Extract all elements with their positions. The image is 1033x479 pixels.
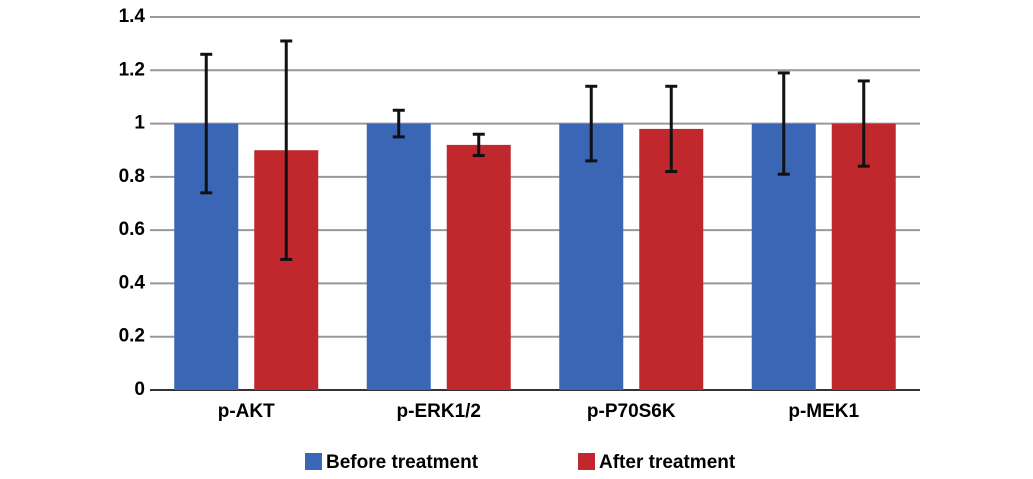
x-tick-label: p-MEK1 xyxy=(788,401,859,422)
error-bar xyxy=(472,132,485,158)
error-bar xyxy=(665,84,678,174)
y-tick-label: 0.4 xyxy=(119,272,146,293)
error-bar xyxy=(200,52,213,195)
error-bar xyxy=(777,71,790,176)
legend-label: Before treatment xyxy=(326,452,479,473)
y-tick-label: 1.4 xyxy=(119,6,146,27)
x-tick-label: p-AKT xyxy=(218,401,275,422)
bar xyxy=(559,123,624,391)
x-tick-label: p-ERK1/2 xyxy=(397,401,481,422)
error-bar xyxy=(857,79,870,168)
y-tick-label: 0 xyxy=(134,379,145,400)
y-tick-label: 0.2 xyxy=(119,326,145,347)
legend-label: After treatment xyxy=(599,452,736,473)
y-tick-label: 0.8 xyxy=(119,166,145,187)
y-tick-label: 0.6 xyxy=(119,219,145,240)
bar xyxy=(831,123,896,391)
bar xyxy=(446,144,511,390)
x-tick-label: p-P70S6K xyxy=(587,401,676,422)
error-bar xyxy=(280,39,293,261)
legend-swatch xyxy=(305,453,322,470)
error-bar xyxy=(585,84,598,163)
error-bar xyxy=(392,108,405,139)
legend-swatch xyxy=(578,453,595,470)
y-tick-label: 1.2 xyxy=(119,59,145,80)
y-tick-label: 1 xyxy=(134,113,145,134)
bar xyxy=(366,123,431,391)
